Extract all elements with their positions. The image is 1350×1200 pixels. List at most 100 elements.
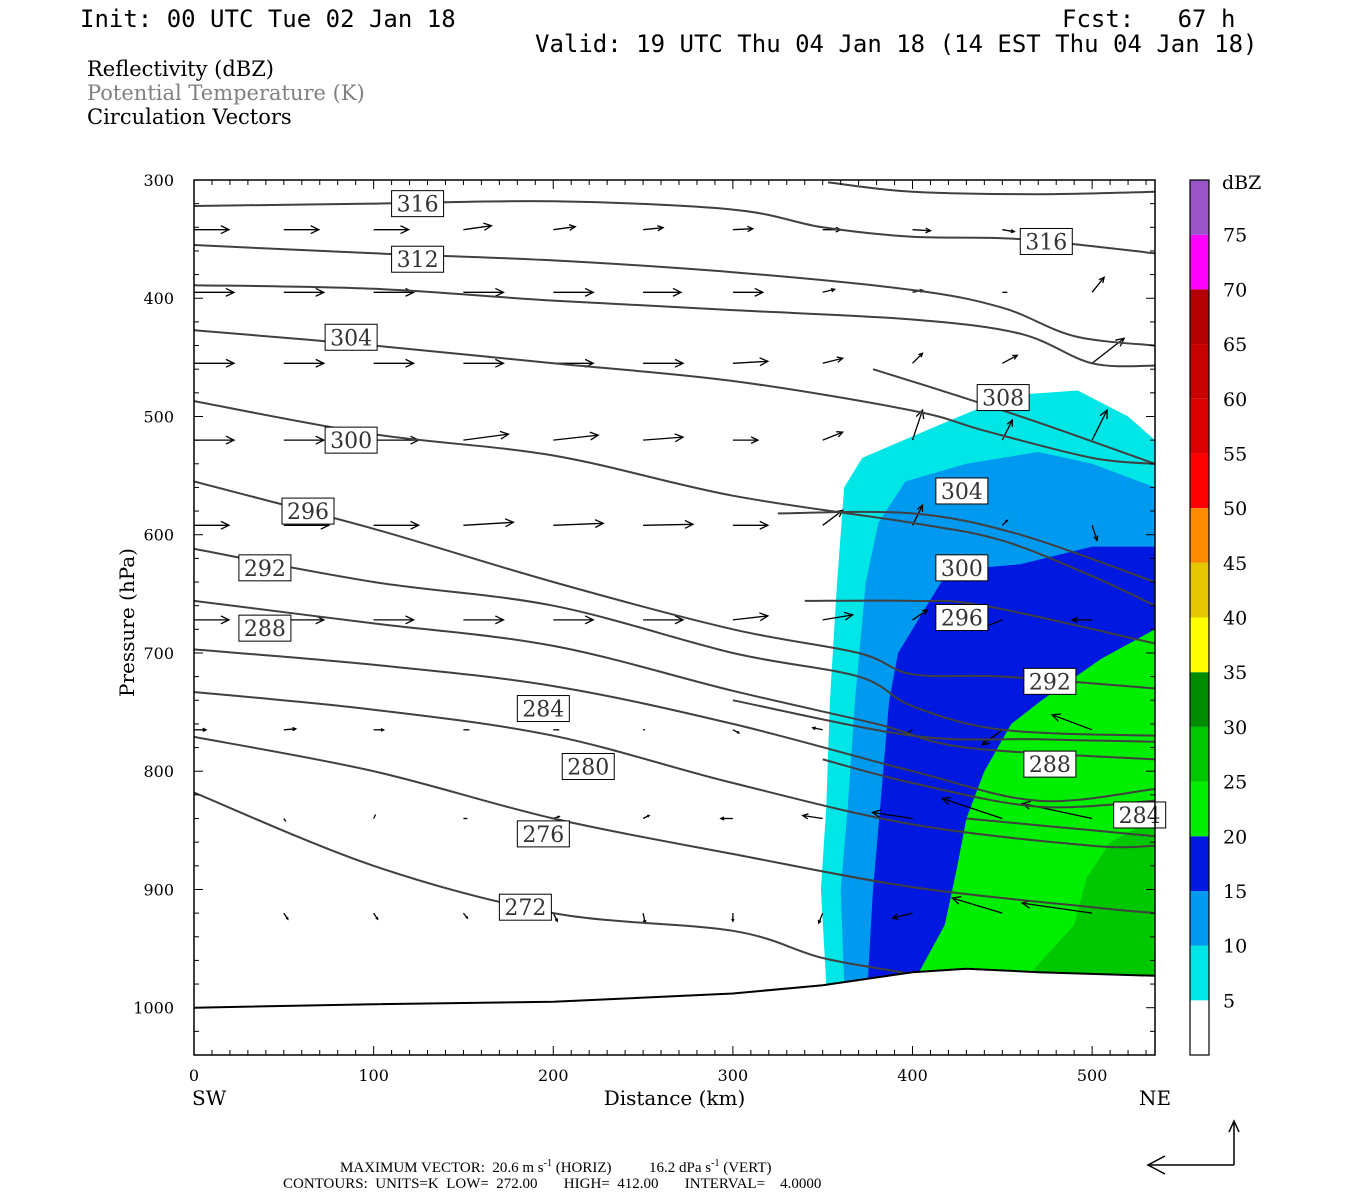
contour-label: 276 [522, 823, 564, 848]
circulation-vector [811, 726, 823, 731]
circulation-vector [643, 433, 685, 443]
contour-label: 280 [567, 755, 609, 780]
circulation-vector [194, 287, 236, 297]
contour-label: 300 [941, 557, 983, 582]
terrain-surface [194, 967, 1155, 1009]
y-tick-label: 700 [143, 644, 174, 663]
colorbar-swatch-15 [1190, 836, 1209, 891]
x-right-end-label: NE [1139, 1086, 1171, 1110]
x-left-end-label: SW [192, 1086, 227, 1110]
circulation-vector [283, 435, 326, 445]
circulation-vector [822, 356, 845, 364]
contour-label: 272 [504, 896, 546, 921]
x-axis-label: Distance (km) [604, 1086, 746, 1110]
colorbar-swatch-40 [1190, 562, 1209, 618]
circulation-vector [643, 287, 683, 297]
colorbar-label: 20 [1223, 826, 1247, 848]
theta-contour-288 [194, 599, 1155, 761]
colorbar-label: 15 [1223, 881, 1247, 903]
circulation-vector [373, 358, 416, 368]
colorbar-title: dBZ [1222, 172, 1261, 194]
contour-label-box [516, 695, 570, 723]
colorbar-label: 60 [1223, 389, 1247, 411]
y-tick-label: 1000 [133, 999, 174, 1018]
circulation-vector [283, 287, 326, 297]
circulation-vector [643, 519, 695, 529]
theta-contour-296 [804, 599, 1155, 645]
x-tick-label: 100 [358, 1066, 389, 1085]
colorbar-swatch-70 [1190, 234, 1209, 290]
colorbar-swatch-75 [1190, 180, 1209, 235]
init-time: Init: 00 UTC Tue 02 Jan 18 [80, 5, 456, 33]
circulation-vector [373, 912, 379, 921]
circulation-vector [1050, 713, 1093, 731]
circulation-vector [1001, 519, 1009, 526]
circulation-vector [732, 612, 770, 622]
colorbar-swatch-25 [1190, 726, 1209, 782]
circulation-vector [732, 729, 741, 734]
x-tick-label: 200 [538, 1066, 569, 1085]
colorbar-label: 35 [1223, 662, 1247, 684]
x-tick-label: 400 [897, 1066, 928, 1085]
circulation-vector [719, 816, 733, 821]
field-theta: Potential Temperature (K) [87, 81, 365, 105]
circulation-vector [283, 225, 321, 235]
colorbar-label: 40 [1223, 608, 1247, 630]
colorbar-swatch-5 [1190, 945, 1209, 1001]
contour-label: 308 [982, 387, 1024, 412]
circulation-vector [912, 227, 932, 234]
contour-label-box [935, 604, 989, 631]
circulation-vector [463, 518, 515, 528]
contour-label-box [498, 893, 552, 921]
contour-label-box [324, 323, 378, 351]
circulation-vector [194, 615, 231, 625]
theta-contour-304 [194, 284, 1155, 368]
circulation-vector [940, 796, 1003, 820]
circulation-vector [194, 225, 231, 235]
circulation-vector [283, 358, 326, 368]
contour-label-box [281, 497, 335, 525]
contour-label: 292 [244, 557, 286, 582]
contour-label-box [238, 614, 292, 642]
contour-label-box [561, 752, 615, 780]
colorbar-label: 75 [1223, 225, 1247, 247]
circulation-vector [283, 818, 287, 822]
circulation-vector [283, 726, 298, 732]
max-vector-arrow [1146, 1119, 1240, 1175]
contour-label-box [1113, 801, 1167, 829]
circulation-vector [194, 435, 236, 445]
colorbar-label: 65 [1223, 334, 1247, 356]
theta-contour-288 [822, 758, 1155, 809]
colorbar-frame [1189, 179, 1210, 1056]
contour-label: 316 [1025, 230, 1067, 255]
colorbar-label: 55 [1223, 443, 1247, 465]
max-vector-text: MAXIMUM VECTOR: 20.6 m s-1 (HORIZ) 16.2 … [340, 1158, 772, 1177]
colorbar-label: 10 [1223, 936, 1247, 958]
circulation-vector [463, 430, 510, 441]
circulation-vector [194, 520, 231, 530]
theta-contour-272 [194, 791, 940, 988]
circulation-vector [373, 520, 421, 530]
circulation-vector [642, 912, 647, 925]
contour-label: 312 [397, 248, 439, 273]
theta-contour-296 [194, 480, 1155, 690]
max-vector-sup-1: -1 [543, 1158, 552, 1169]
colorbar-swatch-35 [1190, 617, 1209, 673]
max-vector-mid: (HORIZ) 16.2 dPa s [551, 1160, 712, 1176]
contour-info: CONTOURS: UNITS=K LOW= 272.00 HIGH= 412.… [283, 1176, 822, 1192]
circulation-vector [462, 912, 469, 920]
circulation-vector [553, 223, 577, 231]
colorbar-swatch-55 [1190, 398, 1209, 454]
circulation-vector [642, 814, 651, 820]
x-tick-label: 300 [718, 1066, 749, 1085]
y-tick-label: 800 [143, 762, 174, 781]
y-tick-label: 900 [143, 880, 174, 899]
circulation-vector [1002, 229, 1016, 234]
circulation-vector [731, 913, 735, 923]
circulation-vector [732, 436, 760, 444]
circulation-vector [1091, 408, 1108, 441]
contour-label: 296 [287, 500, 329, 525]
y-tick-label: 400 [143, 289, 174, 308]
theta-contour-312 [194, 244, 1155, 347]
